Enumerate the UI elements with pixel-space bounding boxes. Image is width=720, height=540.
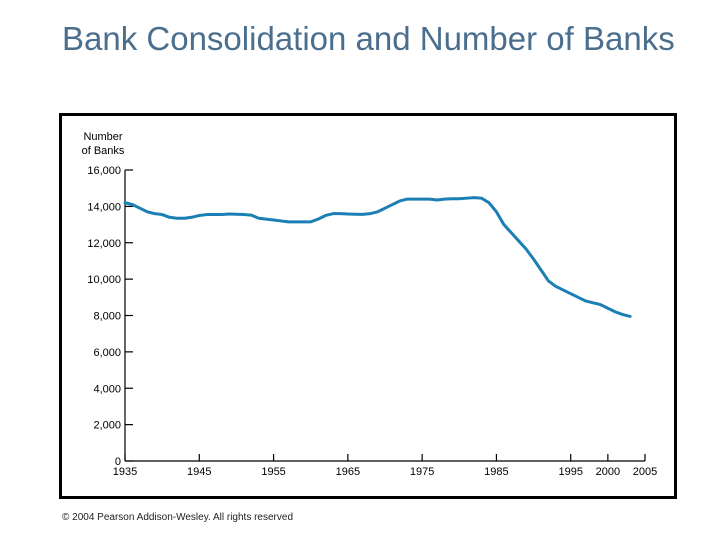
y-tick-label: 12,000 — [87, 238, 121, 250]
y-tick-label: 8,000 — [93, 311, 121, 323]
x-tick-label: 1935 — [113, 466, 137, 478]
x-tick-label: 2000 — [596, 466, 620, 478]
x-tick-label: 1945 — [187, 466, 211, 478]
y-tick-label: 2,000 — [93, 420, 121, 432]
y-tick-label: 0 — [115, 456, 121, 468]
series-line-0 — [123, 196, 632, 318]
x-tick-label: 1955 — [261, 466, 285, 478]
chart-svg: 0 2,000 4,000 6,000 8,000 10,000 12,000 14,000 1… — [82, 131, 658, 478]
slide-title: Bank Consolidation and Number of Banks — [62, 20, 675, 57]
y-tick-label: 14,000 — [87, 201, 121, 213]
x-tick-label: 1975 — [410, 466, 434, 478]
x-tick-label: 1995 — [558, 466, 582, 478]
y-tick-label: 16,000 — [87, 165, 121, 177]
y-tick-label: 4,000 — [93, 383, 121, 395]
y-axis-label: Number of Banks — [82, 131, 125, 157]
chart-frame: 0 2,000 4,000 6,000 8,000 10,000 12,000 14,000 1… — [59, 113, 677, 499]
x-tick-label: 1965 — [336, 466, 360, 478]
x-tick-label: 2005 — [633, 466, 657, 478]
y-tick-label: 10,000 — [87, 274, 121, 286]
y-tick-label: 6,000 — [93, 347, 121, 359]
x-tick-label: 1985 — [484, 466, 508, 478]
copyright-notice: © 2004 Pearson Addison-Wesley. All right… — [62, 512, 294, 523]
